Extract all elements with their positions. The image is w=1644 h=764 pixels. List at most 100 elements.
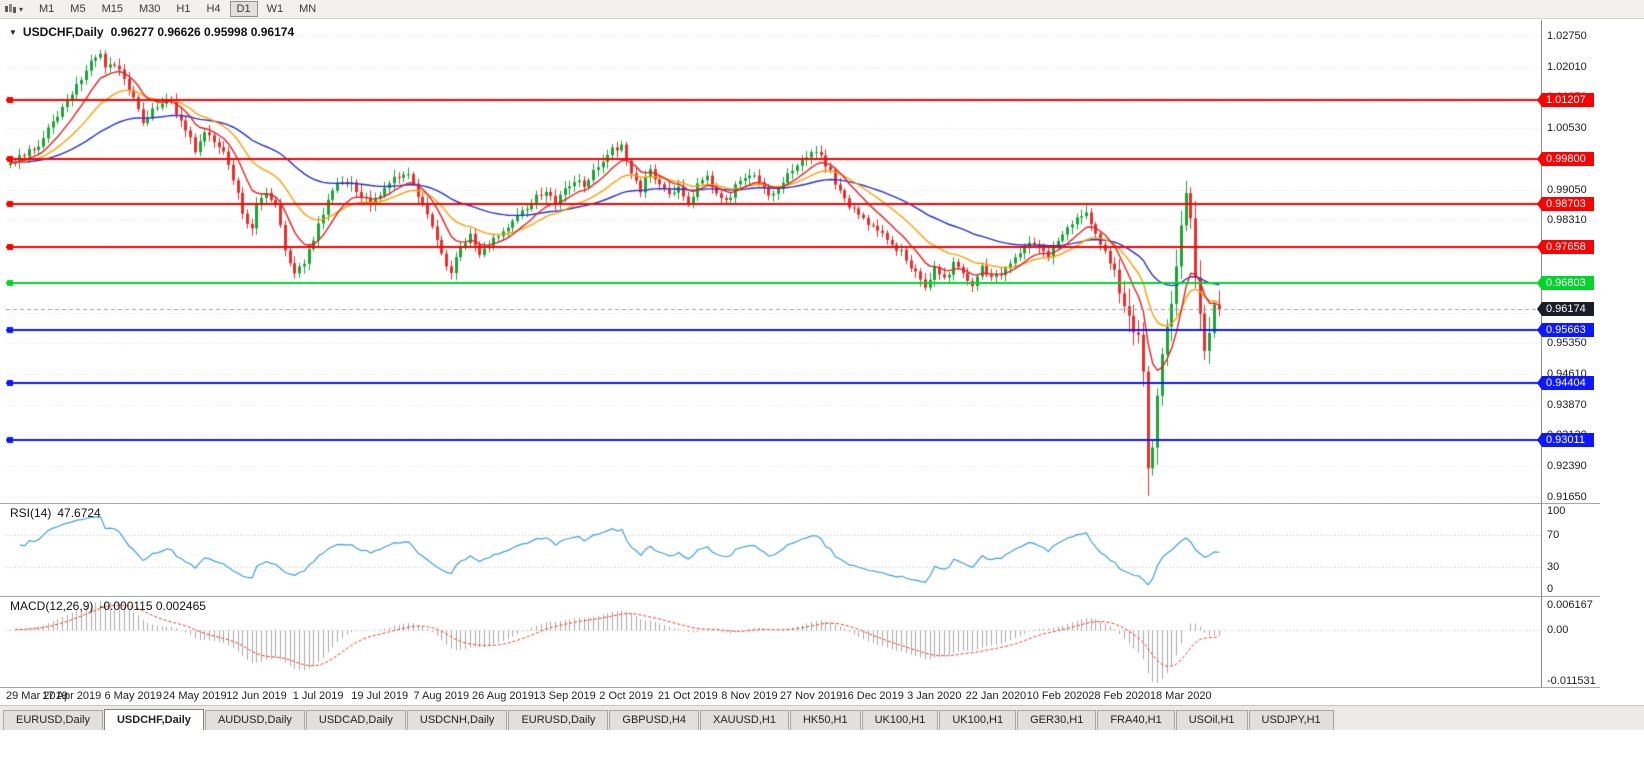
price-axis-label: 0.99050 xyxy=(1547,183,1587,196)
price-level-badge: 0.96803 xyxy=(1537,275,1594,290)
chart-tab-gbpusd-h4[interactable]: GBPUSD,H4 xyxy=(609,710,699,730)
timeframe-button-m1[interactable]: M1 xyxy=(39,3,55,15)
chart-title: ▼ USDCHF,Daily 0.96277 0.96626 0.95998 0.9… xyxy=(9,25,294,39)
timeframe-button-m5[interactable]: M5 xyxy=(70,3,86,15)
timeframe-buttons: M1 M5 M15 M30 H1 H4 D1 W1 MN xyxy=(32,1,323,17)
badge-price-text: 0.93011 xyxy=(1546,434,1585,447)
timeframe-button-h1[interactable]: H1 xyxy=(176,3,191,15)
date-axis-label: 6 May 2019 xyxy=(104,690,162,702)
price-axis-label: 1.00530 xyxy=(1547,122,1587,135)
badge-price-text: 0.96174 xyxy=(1546,303,1586,316)
time-axis-divider xyxy=(0,687,1600,688)
badge-arrow-icon xyxy=(1537,375,1542,390)
panel-resize-divider[interactable] xyxy=(0,596,1600,597)
date-axis-label: 3 Jan 2020 xyxy=(907,690,962,702)
badge-price-text: 0.97658 xyxy=(1546,241,1586,254)
timeframe-button-h4[interactable]: H4 xyxy=(206,3,221,15)
chart-ohlc-values: 0.96277 0.96626 0.95998 0.96174 xyxy=(110,25,295,39)
chart-tab-uk100-h1[interactable]: UK100,H1 xyxy=(861,710,939,730)
timeframe-toolbar: ▾ M1 M5 M15 M30 H1 H4 D1 W1 MN xyxy=(0,0,1644,19)
price-level-badge: 0.93011 xyxy=(1537,433,1594,448)
time-axis[interactable]: 29 Mar 2019 17 Apr 2019 6 May 2019 24 May 2… xyxy=(6,688,1566,704)
date-axis-label: 26 Aug 2019 xyxy=(472,690,534,702)
chart-tab-usdcnh-daily[interactable]: USDCNH,Daily xyxy=(406,710,508,730)
dropdown-caret-icon[interactable]: ▾ xyxy=(19,4,24,14)
badge-arrow-icon xyxy=(1537,93,1542,108)
rsi-name: RSI(14) xyxy=(10,506,52,520)
chart-tab-eurusd-daily[interactable]: EURUSD,Daily xyxy=(3,710,103,730)
chart-tab-usdjpy-h1[interactable]: USDJPY,H1 xyxy=(1248,710,1334,730)
chart-tab-audusd-daily[interactable]: AUDUSD,Daily xyxy=(204,710,305,730)
chart-tab-usoil-h1[interactable]: USOil,H1 xyxy=(1175,710,1248,730)
date-axis-label: 1 Jul 2019 xyxy=(292,690,344,702)
badge-arrow-icon xyxy=(1537,323,1542,338)
chart-tab-usdchf-daily[interactable]: USDCHF,Daily xyxy=(103,709,204,730)
price-level-badge: 0.97658 xyxy=(1537,240,1594,255)
price-axis-label: 0.93870 xyxy=(1547,398,1587,411)
chart-tab-usdcad-daily[interactable]: USDCAD,Daily xyxy=(305,710,406,730)
chart-type-icon[interactable] xyxy=(4,3,17,15)
price-level-badge: 0.99800 xyxy=(1537,151,1594,166)
chart-tab-uk100-h1[interactable]: UK100,H1 xyxy=(939,710,1017,730)
date-axis-label: 7 Aug 2019 xyxy=(413,690,470,702)
chart-tab-xauusd-h1[interactable]: XAUUSD,H1 xyxy=(699,710,789,730)
timeframe-button-mn[interactable]: MN xyxy=(299,3,317,15)
macd-name: MACD(12,26,9) xyxy=(10,599,94,613)
rsi-canvas[interactable] xyxy=(6,504,1541,596)
price-level-badge: 0.98703 xyxy=(1537,197,1594,212)
chart-tab-ger30-h1[interactable]: GER30,H1 xyxy=(1017,710,1097,730)
timeframe-button-m30[interactable]: M30 xyxy=(138,3,161,15)
main-chart-canvas[interactable] xyxy=(6,22,1541,502)
macd-values: -0.000115 0.002465 xyxy=(99,599,206,613)
macd-axis-label: 0.00 xyxy=(1547,623,1569,636)
badge-arrow-icon xyxy=(1537,433,1542,448)
date-axis-label: 28 Feb 2020 xyxy=(1088,690,1151,702)
rsi-axis-label: 30 xyxy=(1547,561,1560,574)
price-axis-label: 1.02750 xyxy=(1547,30,1587,42)
price-level-badge: 1.01207 xyxy=(1537,93,1594,108)
macd-axis-label: -0.011531 xyxy=(1547,675,1596,687)
price-axis-label: 0.92390 xyxy=(1547,460,1587,473)
date-axis-label: 29 Mar 2019 xyxy=(6,690,68,702)
date-axis-label: 16 Dec 2019 xyxy=(841,690,904,702)
date-axis-label: 27 Nov 2019 xyxy=(779,690,843,702)
date-axis-label: 13 Sep 2019 xyxy=(533,690,596,702)
timeframe-button-w1[interactable]: W1 xyxy=(266,3,284,15)
timeframe-button-m15[interactable]: M15 xyxy=(101,3,123,15)
rsi-axis-label: 70 xyxy=(1547,528,1560,541)
date-axis-label: 19 Jul 2019 xyxy=(351,690,409,702)
date-axis-label: 2 Oct 2019 xyxy=(599,690,654,702)
price-axis-label: 1.02010 xyxy=(1547,60,1587,73)
panel-resize-divider[interactable] xyxy=(0,503,1600,504)
date-axis-label: 21 Oct 2019 xyxy=(657,690,718,702)
date-axis-label: 8 Nov 2019 xyxy=(721,690,778,702)
chart-tab-fra40-h1[interactable]: FRA40,H1 xyxy=(1097,710,1175,730)
price-level-badge: 0.94404 xyxy=(1537,375,1594,390)
chart-symbol-period: USDCHF,Daily xyxy=(22,25,104,39)
date-axis-label: 22 Jan 2020 xyxy=(965,690,1027,702)
date-axis-label: 17 Apr 2019 xyxy=(41,690,102,702)
price-axis-line xyxy=(1541,20,1542,687)
chart-tab-bar: EURUSD,Daily USDCHF,Daily AUDUSD,Daily USDC… xyxy=(0,705,1644,730)
badge-price-text: 0.96803 xyxy=(1546,276,1586,289)
badge-price-text: 0.95663 xyxy=(1546,324,1586,337)
price-axis-label: 0.91650 xyxy=(1547,490,1587,503)
badge-arrow-icon xyxy=(1537,240,1542,255)
price-axis-label: 0.98310 xyxy=(1547,214,1587,227)
chart-tab-eurusd-daily[interactable]: EURUSD,Daily xyxy=(508,710,609,730)
timeframe-button-d1[interactable]: D1 xyxy=(229,1,258,17)
badge-arrow-icon xyxy=(1537,197,1542,212)
price-badges: 1.01207 0.99800 0.98703 0.97658 0.96803 0.956… xyxy=(1537,22,1643,688)
chart-shift-icon: ▼ xyxy=(9,28,17,37)
macd-title: MACD(12,26,9) -0.000115 0.002465 xyxy=(10,599,206,613)
badge-price-text: 1.01207 xyxy=(1546,94,1586,107)
badge-price-text: 0.94404 xyxy=(1546,376,1586,389)
macd-axis-label: 0.006167 xyxy=(1547,599,1593,611)
badge-price-text: 0.99800 xyxy=(1546,152,1586,165)
chart-tab-hk50-h1[interactable]: HK50,H1 xyxy=(789,710,861,730)
rsi-axis-label: 100 xyxy=(1547,505,1566,517)
price-level-badge: 0.95663 xyxy=(1537,323,1594,338)
badge-price-text: 0.98703 xyxy=(1546,198,1586,211)
macd-canvas[interactable] xyxy=(6,597,1541,687)
